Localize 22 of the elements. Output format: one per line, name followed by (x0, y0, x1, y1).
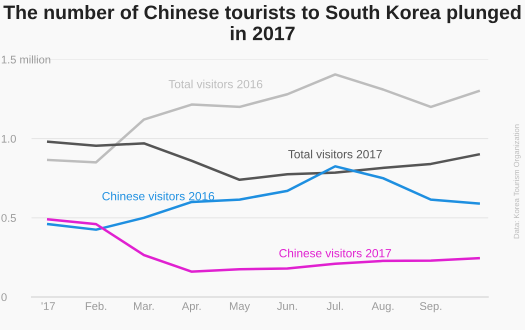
y-tick-label: 0.5 (1, 214, 16, 222)
y-tick-label: 0 (1, 293, 7, 302)
line-series (46, 218, 480, 273)
line-series (46, 140, 480, 182)
x-tick-label: Aug. (372, 302, 394, 312)
series-label: Chinese visitors 2016 (102, 192, 214, 200)
y-tick-label: 1.0 (2, 134, 16, 143)
x-tick-label: Feb. (86, 302, 106, 310)
x-tick-label: Mar. (134, 302, 154, 310)
x-tick-label: May (230, 302, 250, 312)
x-tick-label: Jul. (326, 302, 343, 310)
x-tick-label: Sep. (420, 302, 442, 312)
chart-title: The number of Chinese tourists to South Korea plunged in 2017 (3, 4, 521, 40)
x-tick-label: '17 (42, 302, 55, 310)
line-series (46, 165, 480, 231)
x-tick-label: Jun. (277, 302, 297, 310)
line-series (46, 73, 480, 164)
series-label: Chinese visitors 2017 (279, 248, 392, 258)
x-tick-label: Apr. (182, 302, 201, 312)
series-label: Total visitors 2017 (288, 150, 382, 158)
y-tick-label: 1.5 million (2, 55, 50, 64)
series-label: Total visitors 2016 (168, 80, 262, 88)
